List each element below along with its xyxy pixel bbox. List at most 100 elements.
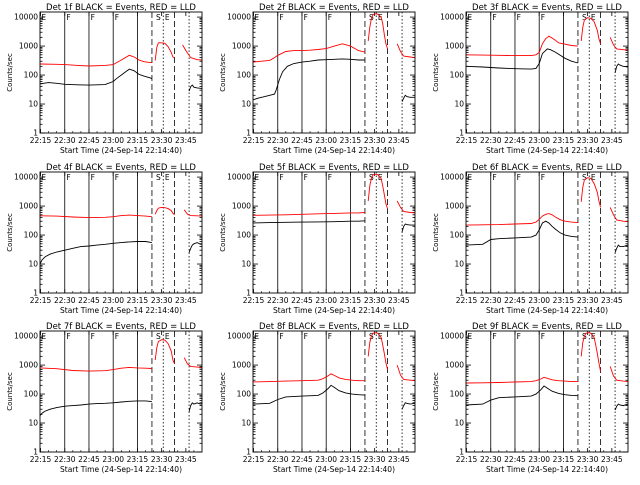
marker-letter: F xyxy=(517,13,521,22)
lld-series-line xyxy=(367,173,389,210)
y-tick-label: 10000 xyxy=(440,13,464,22)
panel-title: Det 8f BLACK = Events, RED = LLD xyxy=(259,322,409,332)
lld-series-line xyxy=(183,357,203,369)
marker-letter: E xyxy=(254,13,259,22)
x-axis-label: Start Time (24-Sep-14 22:14:40) xyxy=(486,306,608,315)
y-axis-label: Counts/sec xyxy=(219,372,227,411)
marker-letter: S xyxy=(582,173,587,182)
events-series-line xyxy=(401,94,415,102)
detector-panel-1: Det 1f BLACK = Events, RED = LLD Counts/s… xyxy=(6,3,203,155)
panel-title: Det 4f BLACK = Events, RED = LLD xyxy=(46,163,196,173)
lld-series-line xyxy=(609,37,629,51)
lld-series-line xyxy=(252,373,365,383)
y-tick-label: 1 xyxy=(246,448,251,457)
lld-series-line xyxy=(396,364,416,382)
x-tick-label: 23:15 xyxy=(340,136,362,145)
marker-letter: F xyxy=(66,173,70,182)
y-tick-label: 1000 xyxy=(445,42,464,51)
marker-letter: F xyxy=(304,332,308,341)
y-axis-label: Counts/sec xyxy=(6,372,14,411)
detector-panel-4: Det 4f BLACK = Events, RED = LLD Counts/s… xyxy=(6,163,203,315)
x-tick-label: 23:30 xyxy=(151,296,173,305)
detector-panel-8: Det 8f BLACK = Events, RED = LLD Counts/s… xyxy=(219,322,416,474)
x-tick-label: 23:00 xyxy=(528,136,550,145)
x-tick-label: 22:15 xyxy=(243,136,265,145)
y-tick-label: 100 xyxy=(237,231,252,240)
x-axis-label: Start Time (24-Sep-14 22:14:40) xyxy=(486,146,608,155)
lld-series-line xyxy=(154,339,176,365)
x-tick-label: 23:45 xyxy=(601,455,623,464)
lld-series-line xyxy=(154,206,175,216)
plot-frame xyxy=(465,330,629,453)
marker-letter: F xyxy=(541,173,545,182)
x-tick-label: 23:15 xyxy=(553,455,575,464)
lld-series-line xyxy=(39,366,152,372)
marker-letter: F xyxy=(279,173,283,182)
marker-letter: E xyxy=(254,332,259,341)
lld-series-line xyxy=(367,332,389,370)
x-tick-label: 23:15 xyxy=(340,455,362,464)
events-series-line xyxy=(39,400,152,416)
events-series-line xyxy=(252,220,365,224)
y-tick-label: 1000 xyxy=(19,42,38,51)
events-series-line xyxy=(614,403,629,411)
marker-letter: E xyxy=(41,173,46,182)
marker-letter: E xyxy=(41,332,46,341)
y-tick-label: 1000 xyxy=(19,361,38,370)
plot-frame xyxy=(39,11,203,134)
events-series-line xyxy=(252,58,365,101)
lld-series-line xyxy=(154,42,175,61)
x-axis-label: Start Time (24-Sep-14 22:14:40) xyxy=(486,465,608,474)
x-tick-label: 22:15 xyxy=(30,455,52,464)
detector-panel-7: Det 7f BLACK = Events, RED = LLD Counts/s… xyxy=(6,322,203,474)
lld-series-line xyxy=(580,177,602,208)
detector-panel-2: Det 2f BLACK = Events, RED = LLD Counts/s… xyxy=(219,3,416,155)
detector-panel-5: Det 5f BLACK = Events, RED = LLD Counts/s… xyxy=(219,163,416,315)
lld-series-line xyxy=(367,13,389,50)
events-series-line xyxy=(401,223,415,232)
x-tick-label: 22:45 xyxy=(78,136,100,145)
y-tick-label: 1 xyxy=(33,129,38,138)
plot-frame xyxy=(252,11,416,134)
y-tick-label: 1000 xyxy=(232,361,251,370)
marker-letter: F xyxy=(91,173,95,182)
marker-letter: E xyxy=(165,173,170,182)
x-tick-label: 22:45 xyxy=(504,136,526,145)
x-axis-label: Start Time (24-Sep-14 22:14:40) xyxy=(60,465,182,474)
plot-frame xyxy=(465,171,629,294)
x-tick-label: 23:15 xyxy=(553,296,575,305)
x-tick-label: 23:00 xyxy=(102,296,124,305)
y-tick-label: 10 xyxy=(454,260,464,269)
x-tick-label: 23:00 xyxy=(102,136,124,145)
x-tick-label: 22:30 xyxy=(480,296,502,305)
y-axis-label: Counts/sec xyxy=(6,53,14,92)
events-series-line xyxy=(188,84,203,92)
y-tick-label: 10 xyxy=(28,419,38,428)
y-axis-label: Counts/sec xyxy=(432,213,440,252)
marker-letter: F xyxy=(91,13,95,22)
marker-letter: F xyxy=(328,13,332,22)
x-tick-label: 23:45 xyxy=(601,136,623,145)
marker-letter: S xyxy=(582,13,587,22)
marker-letter: F xyxy=(66,13,70,22)
marker-letter: F xyxy=(115,173,119,182)
x-tick-label: 23:45 xyxy=(175,455,197,464)
x-tick-label: 22:45 xyxy=(504,296,526,305)
y-tick-label: 1000 xyxy=(445,202,464,211)
x-tick-label: 23:15 xyxy=(340,296,362,305)
lld-series-line xyxy=(396,200,416,214)
lld-series-line xyxy=(182,44,203,61)
x-tick-label: 23:30 xyxy=(577,296,599,305)
x-tick-label: 22:45 xyxy=(78,296,100,305)
y-axis-label: Counts/sec xyxy=(6,213,14,252)
marker-letter: E xyxy=(591,13,596,22)
x-tick-label: 22:15 xyxy=(456,455,478,464)
lld-series-line xyxy=(465,376,578,384)
x-tick-label: 23:45 xyxy=(601,296,623,305)
x-tick-label: 23:00 xyxy=(528,296,550,305)
marker-letter: F xyxy=(492,173,496,182)
marker-letter: F xyxy=(328,332,332,341)
events-series-line xyxy=(39,68,153,86)
marker-letter: E xyxy=(378,13,383,22)
plot-frame xyxy=(39,330,203,453)
